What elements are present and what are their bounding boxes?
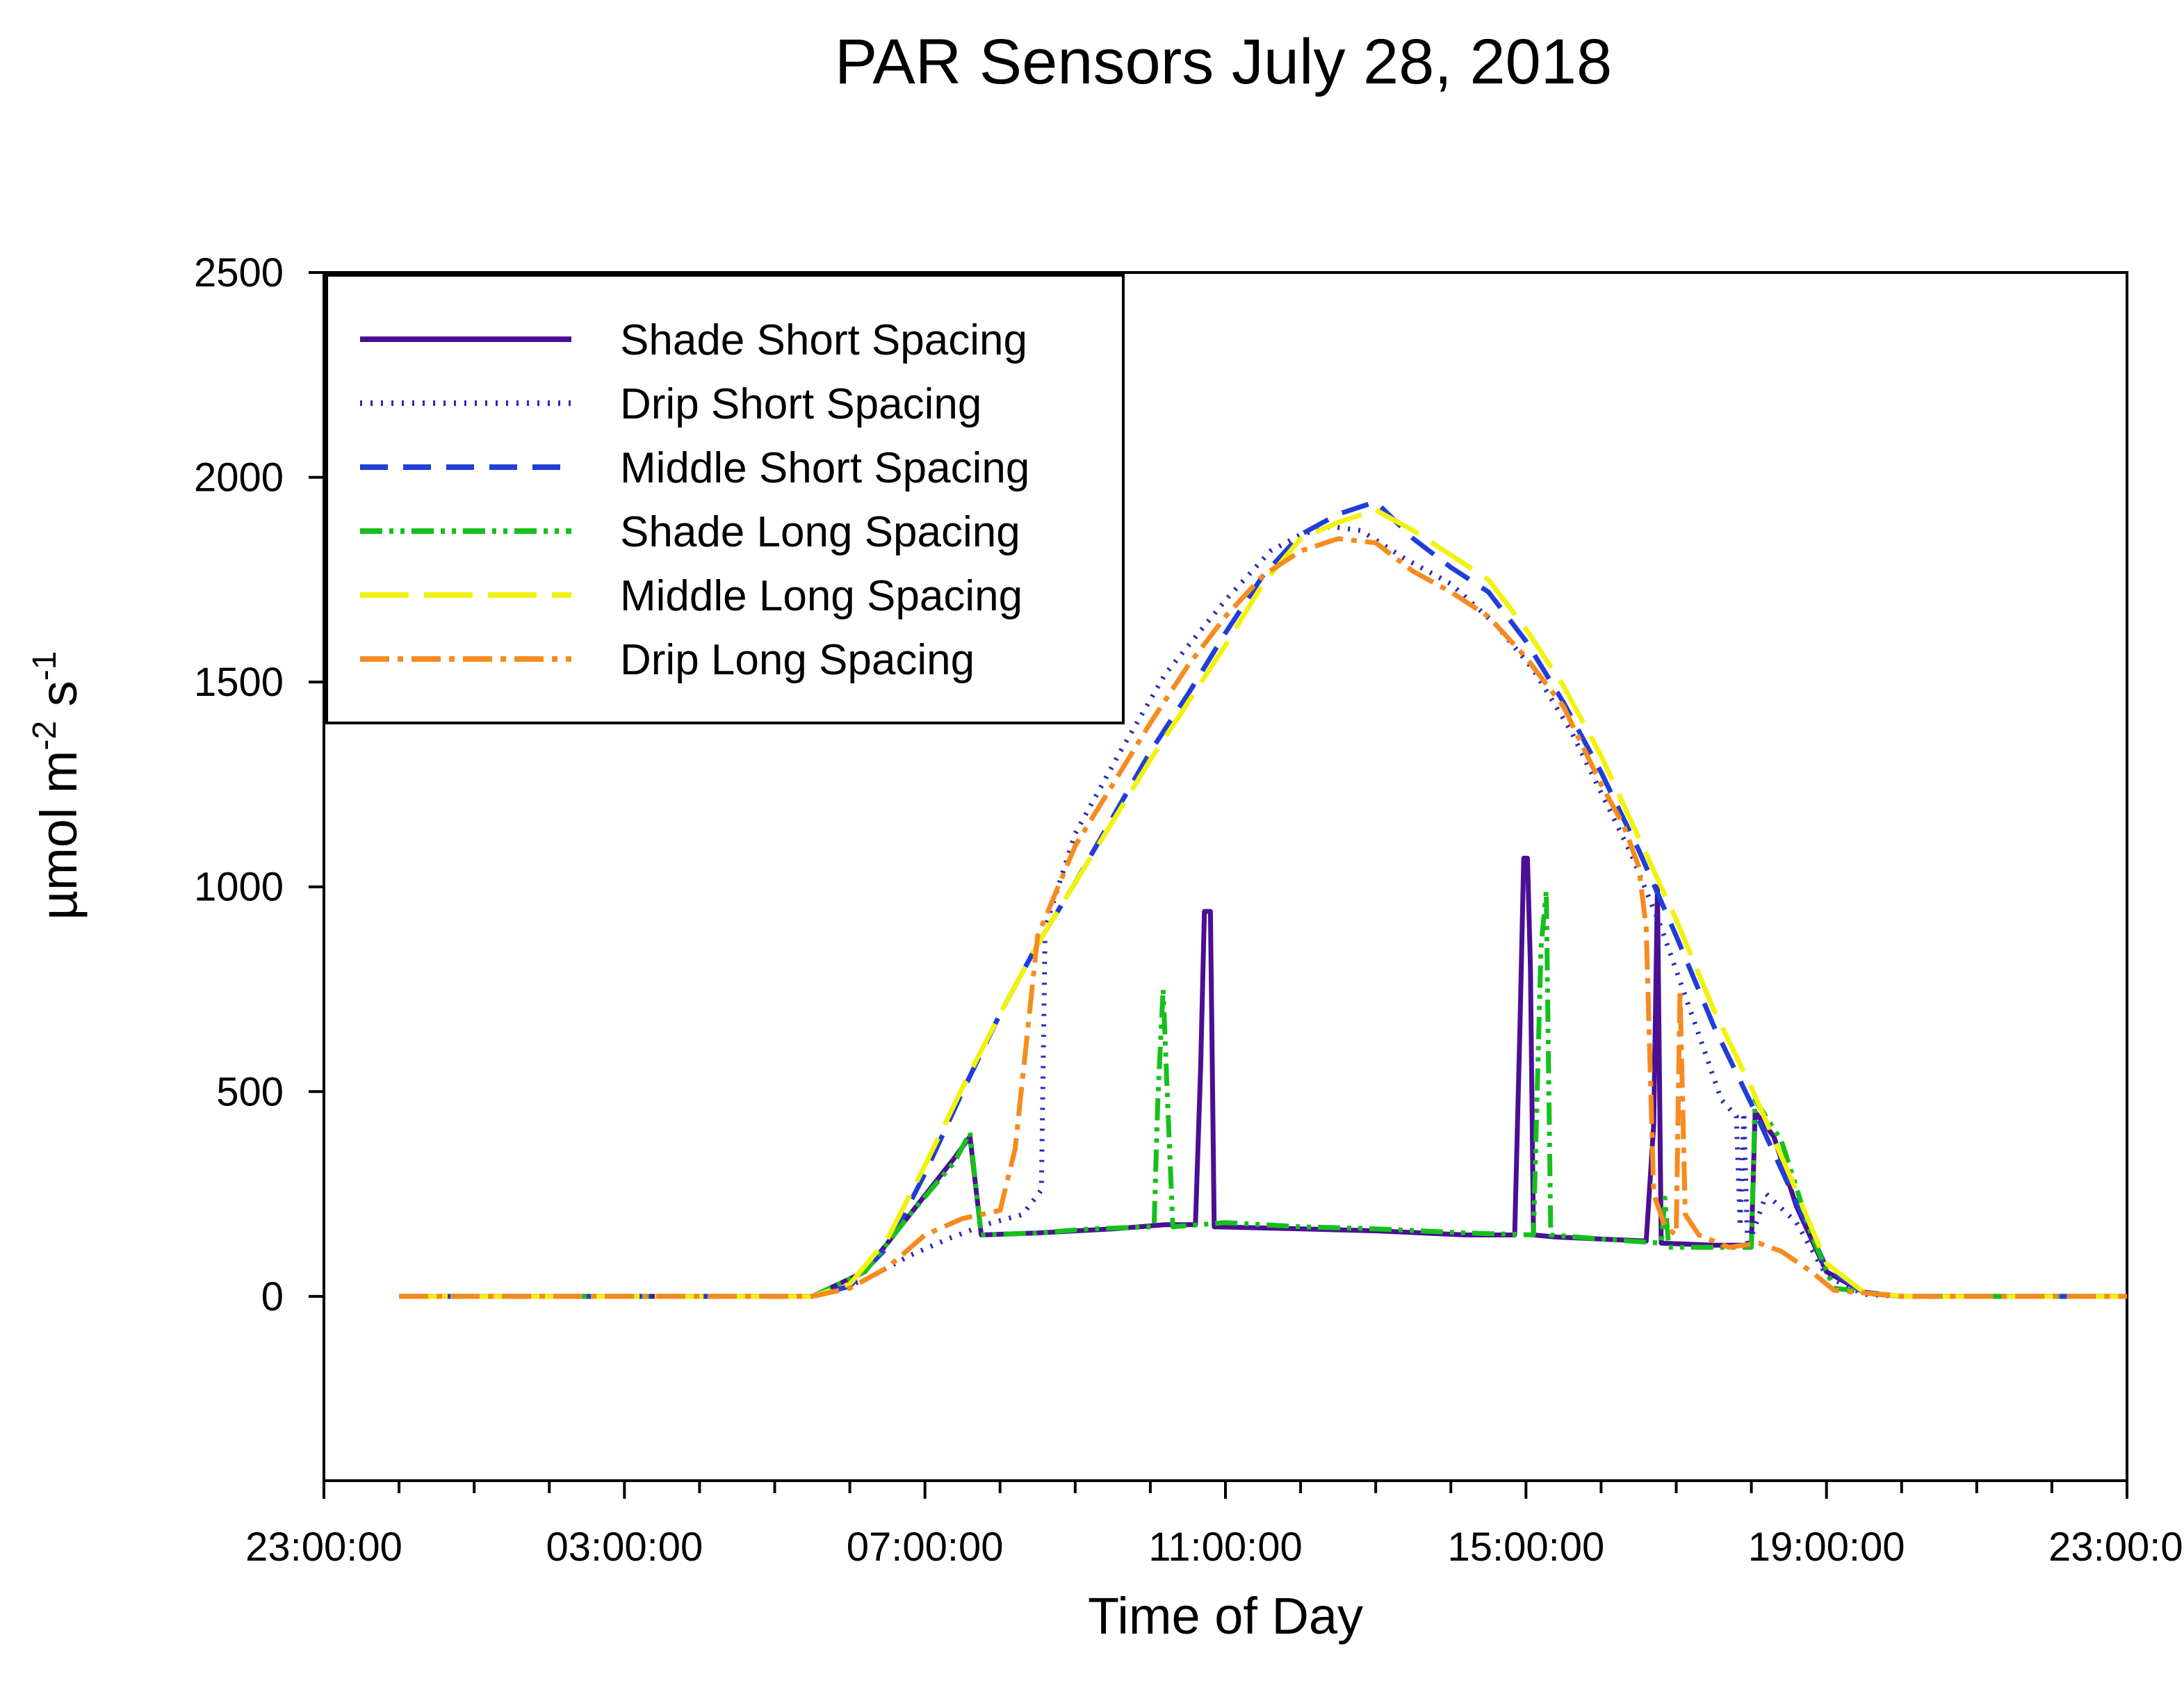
y-axis-label-exp2: -1 [26,651,63,681]
series-layer [399,499,2127,1299]
x-tick-label: 19:00:00 [1748,1524,1905,1570]
chart-title: PAR Sensors July 28, 2018 [835,26,1612,97]
y-tick-label: 1500 [194,660,284,705]
y-tick-label: 2500 [194,250,284,295]
series-line-middle-short-spacing [399,499,2127,1299]
legend-label-middle-short-spacing: Middle Short Spacing [620,444,1029,492]
legend-label-middle-long-spacing: Middle Long Spacing [620,572,1022,620]
legend: Shade Short Spacing Drip Short Spacing Mid… [325,274,1125,724]
x-tick-label: 23:00:00 [2048,1524,2184,1570]
x-tick-label: 03:00:00 [546,1524,703,1570]
legend-label-drip-long-spacing: Drip Long Spacing [620,636,975,684]
legend-label-drip-short-spacing: Drip Short Spacing [620,380,981,428]
y-tick-label: 1000 [194,865,284,910]
series-line-drip-long-spacing [399,536,2127,1299]
x-tick-label: 11:00:00 [1148,1524,1302,1570]
series-line-middle-long-spacing [399,507,2127,1299]
legend-label-shade-short-spacing: Shade Short Spacing [620,316,1027,364]
series-line-shade-long-spacing [399,888,2127,1299]
y-axis-label: µmol m-2 s-1 [26,651,88,920]
x-axis-label: Time of Day [1088,1587,1363,1645]
axis-layer: 0 500 1000 1500 2000 2500 23:00:00 03:00:00 07:0… [194,250,2184,1570]
y-tick-label: 0 [261,1274,284,1319]
y-axis-label-exp1: -2 [26,721,63,751]
y-tick-label: 500 [216,1069,284,1114]
x-tick-label: 15:00:00 [1447,1524,1604,1570]
y-tick-label: 2000 [194,455,284,501]
y-axis-label-mid: s [30,681,88,721]
x-tick-label: 07:00:00 [847,1524,1004,1570]
y-axis-label-base: µmol m [30,750,88,920]
legend-label-shade-long-spacing: Shade Long Spacing [620,508,1020,556]
x-tick-label: 23:00:00 [245,1524,402,1570]
series-line-shade-short-spacing [399,856,2127,1299]
legend-box [325,274,1125,724]
